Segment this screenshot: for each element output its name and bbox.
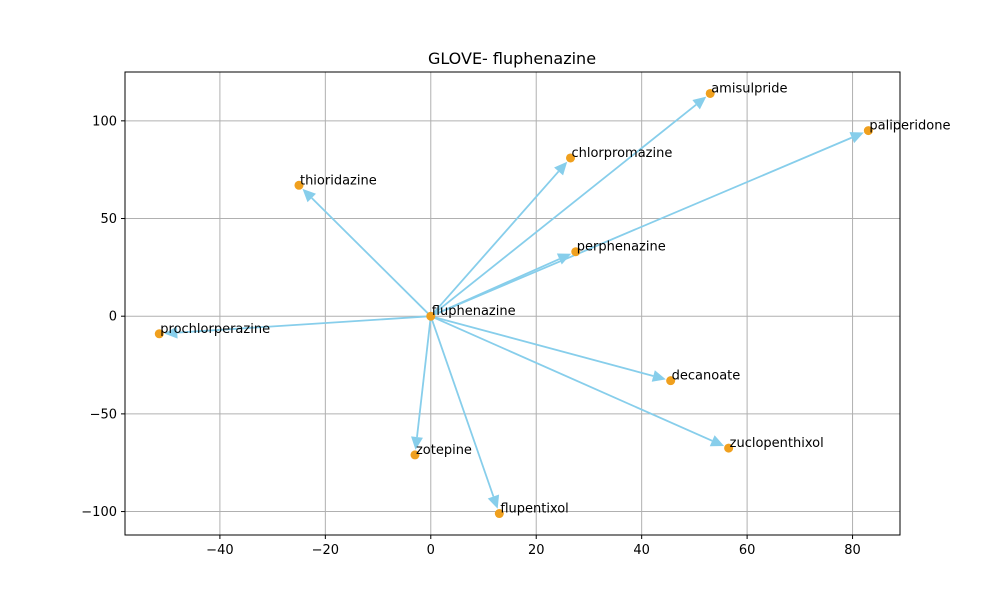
ticks: −40 −20 0 20 40 60 80 −100 −50 0 50 100: [81, 114, 861, 558]
plot-frame: [124, 71, 901, 536]
y-tick-label: 100: [92, 114, 117, 129]
y-tick-label: 0: [109, 310, 117, 325]
data-point: [154, 329, 164, 339]
chart-title: GLOVE- fluphenazine: [428, 49, 596, 68]
y-tick-label: −100: [81, 505, 117, 520]
arrow-line: [430, 104, 697, 317]
y-tick-label: −50: [90, 407, 117, 422]
points: [154, 88, 873, 519]
x-tick-label: 0: [427, 543, 435, 558]
data-point: [410, 450, 420, 460]
data-point: [565, 153, 575, 163]
arrow-head: [709, 435, 725, 447]
data-point: [863, 126, 873, 136]
point-label: amisulpride: [711, 81, 787, 96]
x-tick-label: 80: [844, 543, 861, 558]
data-point: [666, 376, 676, 386]
point-label: thioridazine: [300, 173, 377, 188]
point-label: zotepine: [416, 443, 472, 458]
data-point: [294, 180, 304, 190]
point-label: decanoate: [672, 369, 741, 384]
arrow-line: [177, 315, 431, 334]
point-label: flupentixol: [500, 502, 568, 517]
arrow-head: [849, 132, 864, 144]
x-tick-label: −40: [206, 543, 233, 558]
arrow-head: [411, 436, 423, 450]
x-tick-label: 60: [739, 543, 756, 558]
origin-label: fluphenazine: [432, 304, 516, 319]
arrow-line: [429, 315, 495, 497]
y-tick-label: 50: [100, 212, 117, 227]
point-label: paliperidone: [869, 119, 950, 134]
x-tick-label: 40: [633, 543, 650, 558]
arrow-head: [302, 188, 316, 203]
arrow-head: [651, 370, 666, 382]
data-point: [724, 443, 734, 453]
origin-point: [426, 311, 436, 321]
point-label: perphenazine: [577, 240, 666, 255]
arrow-line: [430, 136, 853, 318]
point-label: prochlorperazine: [160, 322, 270, 337]
x-tick-label: 20: [528, 543, 545, 558]
arrow-line: [311, 197, 432, 317]
data-point: [571, 247, 581, 257]
arrow-head: [487, 494, 500, 509]
arrow-line: [416, 316, 432, 438]
arrow-head: [554, 161, 568, 176]
grid: [125, 72, 900, 535]
x-tick-label: −20: [312, 543, 339, 558]
data-point: [705, 88, 715, 98]
arrow-head: [556, 253, 572, 265]
point-label: chlorpromazine: [571, 146, 672, 161]
data-point: [494, 509, 504, 519]
arrow-line: [430, 315, 654, 377]
arrow-head: [164, 326, 178, 339]
arrow-head: [692, 96, 707, 110]
arrows: [164, 96, 864, 509]
arrow-line: [430, 315, 713, 442]
arrow-line: [430, 258, 560, 318]
arrow-line: [430, 170, 560, 317]
point-labels: fluphenazine amisulpride paliperidone chlor…: [160, 81, 950, 516]
point-label: zuclopenthixol: [730, 436, 824, 451]
